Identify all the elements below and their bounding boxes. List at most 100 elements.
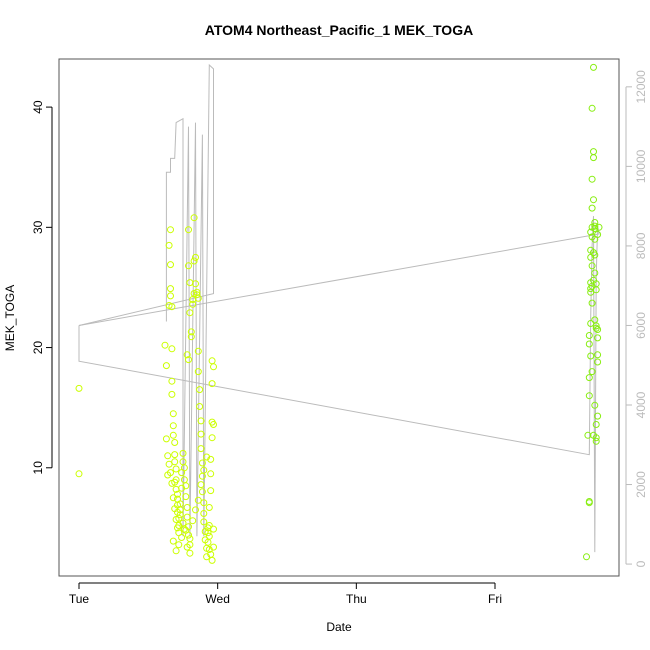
y2-tick-label: 12000 [634, 70, 648, 104]
data-point [189, 300, 197, 308]
data-point [594, 412, 602, 420]
data-point [590, 154, 597, 162]
data-point [587, 352, 595, 360]
data-point [174, 490, 181, 498]
data-point [197, 445, 205, 453]
data-point [183, 543, 191, 551]
data-point [171, 451, 179, 459]
data-point [197, 417, 205, 425]
x-tick-label: Thu [346, 592, 367, 606]
data-point [197, 481, 205, 489]
data-point [210, 525, 217, 533]
data-point [162, 435, 170, 443]
data-point [168, 345, 176, 353]
data-point [594, 351, 602, 359]
data-point [167, 261, 174, 269]
data-point [207, 550, 215, 558]
data-point [588, 204, 596, 212]
data-point [75, 470, 83, 478]
data-point [594, 326, 602, 333]
data-point [194, 368, 202, 376]
data-point [585, 374, 593, 382]
data-point [193, 291, 201, 299]
data-point [208, 556, 216, 564]
data-point [210, 421, 217, 428]
data-point [180, 464, 188, 472]
data-point [587, 288, 595, 296]
data-point [172, 516, 180, 523]
data-point [205, 532, 213, 540]
data-point [583, 553, 590, 561]
y2-tick-label: 2000 [634, 471, 648, 498]
data-point [185, 226, 192, 234]
data-point [179, 519, 187, 527]
data-point [205, 504, 213, 511]
x-tick-label: Wed [205, 592, 229, 606]
data-point [198, 488, 206, 496]
chart-title: ATOM4 Northeast_Pacific_1 MEK_TOGA [205, 22, 473, 38]
data-point [186, 535, 194, 543]
data-point [171, 439, 179, 446]
data-point [588, 175, 596, 183]
y2-tick-label: 6000 [634, 312, 648, 339]
data-point [172, 465, 180, 473]
data-point [196, 403, 204, 410]
data-point [588, 368, 596, 376]
data-point [169, 431, 177, 439]
data-point [172, 547, 180, 555]
data-point [167, 469, 174, 477]
data-point [208, 434, 216, 442]
data-point [183, 513, 191, 521]
data-point [591, 269, 599, 277]
y-tick-label: 40 [31, 100, 45, 114]
data-point [185, 356, 192, 364]
y2-tick-label: 8000 [634, 232, 648, 259]
altitude-line-wed [78, 63, 214, 537]
data-point [179, 449, 187, 457]
x-tick-label: Tue [69, 592, 90, 606]
data-point [183, 504, 191, 511]
y2-tick-label: 10000 [634, 149, 648, 183]
data-point [590, 249, 597, 257]
data-point [169, 422, 177, 430]
data-point [182, 526, 190, 534]
data-point [175, 541, 183, 549]
altitude-series [78, 63, 600, 553]
data-point [208, 380, 216, 388]
data-point [590, 148, 597, 156]
data-point [590, 431, 597, 439]
data-point [186, 279, 194, 287]
data-point [194, 347, 202, 355]
data-point [207, 470, 215, 478]
y-tick-label: 30 [31, 220, 45, 234]
data-point [171, 505, 179, 513]
data-point [587, 228, 595, 236]
data-point [169, 537, 177, 545]
data-point [200, 466, 208, 474]
data-point [176, 511, 184, 519]
y-axis: 10 20 30 40 [31, 100, 53, 474]
data-point [183, 351, 191, 359]
data-point [168, 479, 176, 487]
data-point [588, 104, 596, 112]
data-point [189, 517, 197, 525]
data-point [200, 510, 208, 517]
data-point [204, 524, 212, 532]
data-point [585, 332, 593, 339]
data-point [192, 506, 199, 514]
data-point [178, 534, 186, 541]
data-point [208, 357, 216, 365]
data-point [588, 299, 596, 307]
data-point [590, 196, 597, 204]
data-point [165, 241, 173, 249]
y2-tick-label: 4000 [634, 391, 648, 418]
data-point [203, 453, 211, 461]
data-point [190, 257, 198, 265]
x-tick-label: Fri [488, 592, 502, 606]
data-point [174, 524, 181, 532]
data-points [75, 63, 603, 564]
data-point [196, 386, 204, 394]
data-point [161, 341, 169, 349]
data-point [190, 214, 198, 222]
